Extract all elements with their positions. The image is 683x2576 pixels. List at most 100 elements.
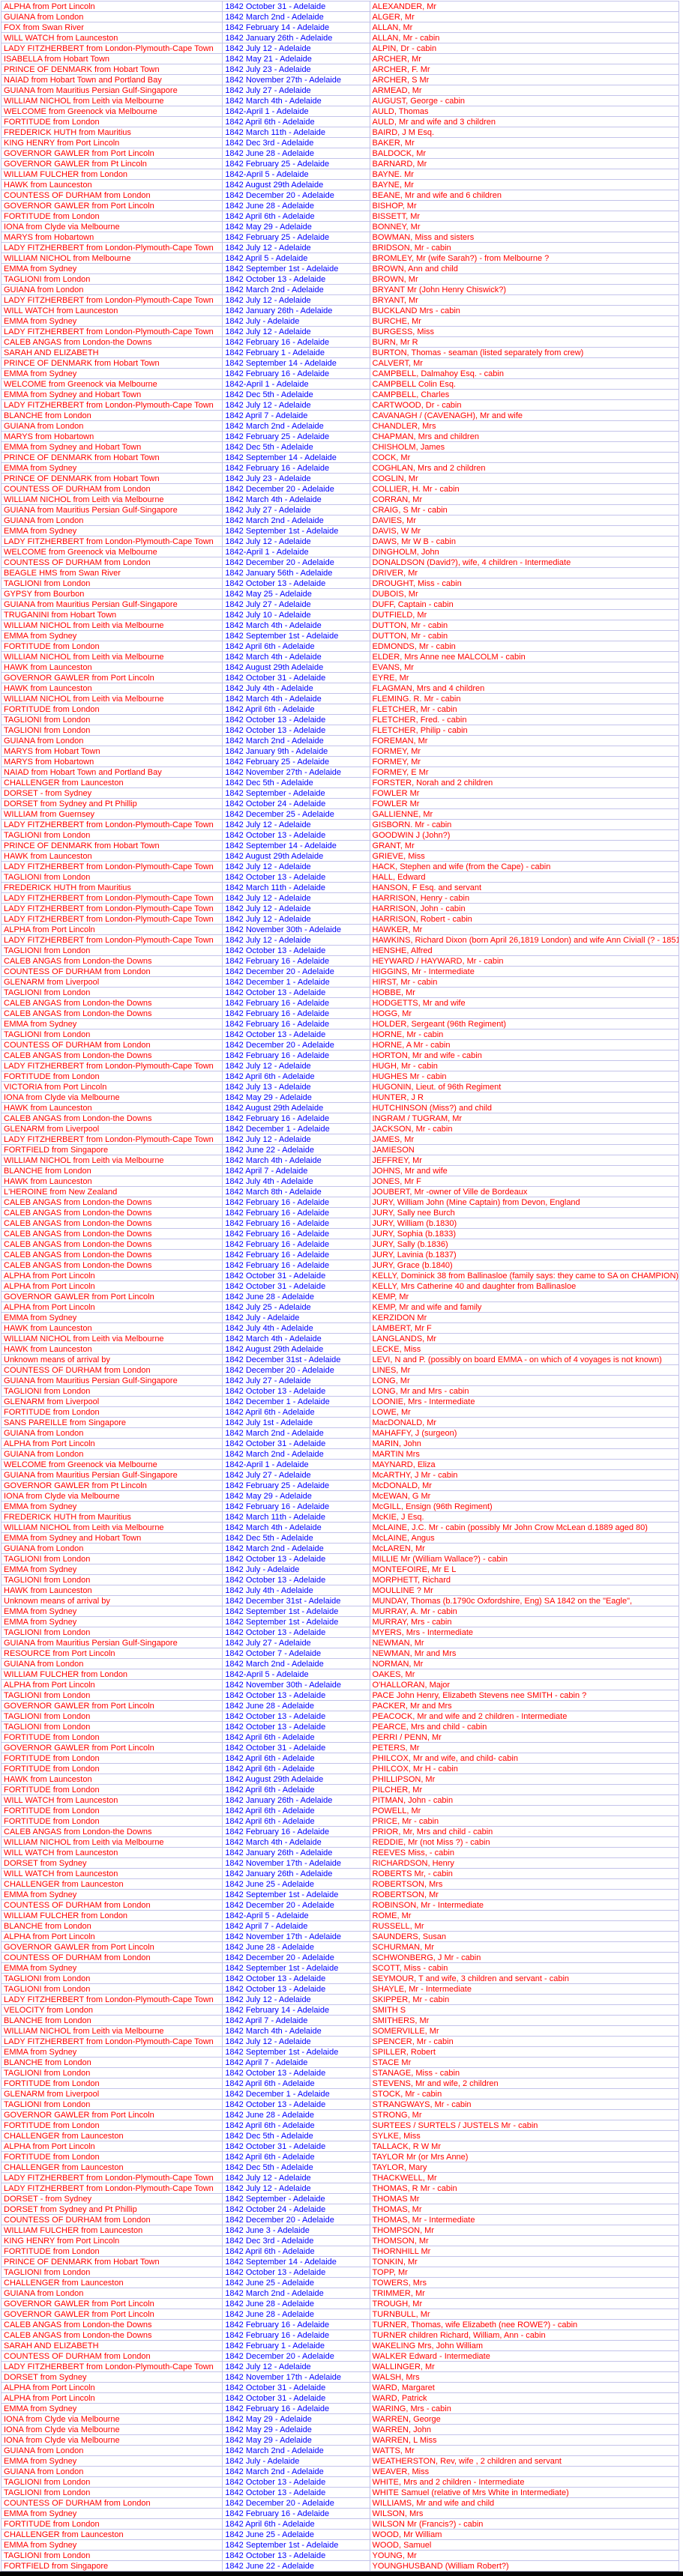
ship-origin-cell: MARYS from Hobartown [0, 431, 223, 442]
passenger-name-cell: JURY, Sally (b.1836) [369, 1239, 680, 1250]
passenger-name-cell: SMITHERS, Mr [369, 2015, 680, 2026]
passenger-name-cell: BAKER, Mr [369, 137, 680, 148]
passenger-name-cell: NORMAN, Mr [369, 1658, 680, 1669]
table-row: DORSET - from Sydney 1842 September - Ad… [0, 787, 680, 799]
table-row: WILL WATCH from Launceston 1842 January … [0, 1868, 680, 1879]
ship-origin-cell: GUIANA from London [0, 1543, 223, 1554]
arrival-date-cell: 1842 December 20 - Adelaide [222, 1364, 370, 1376]
ship-origin-cell: COUNTESS OF DURHAM from London [0, 966, 223, 977]
table-row: FORTITUDE from London 1842 April 6th - A… [0, 2120, 680, 2131]
table-row: DORSET from Sydney 1842 November 17th - … [0, 1857, 680, 1869]
arrival-date-cell: 1842 October 13 - Adelaide [222, 578, 370, 589]
table-row: CALEB ANGAS from London-the Downs 1842 F… [0, 1197, 680, 1208]
ship-origin-cell: WELCOME from Greenock via Melbourne [0, 106, 223, 117]
table-row: GUIANA from Mauritius Persian Gulf-Singa… [0, 1469, 680, 1481]
ship-origin-cell: WILLIAM FULCHER from London [0, 169, 223, 180]
passenger-name-cell: WALLINGER, Mr [369, 2361, 680, 2372]
arrival-date-cell: 1842 October 7 - Adelaide [222, 1648, 370, 1659]
table-row: WILLIAM FULCHER from London 1842-April 5… [0, 169, 680, 180]
ship-origin-cell: TAGLIONI from London [0, 871, 223, 883]
passenger-name-cell: SURTEES / SURTELS / JUSTELS Mr - cabin [369, 2120, 680, 2131]
arrival-date-cell: 1842 February 25 - Adelaide [222, 756, 370, 767]
table-row: HAWK from Launceston 1842 August 29th Ad… [0, 1343, 680, 1355]
ship-origin-cell: TAGLIONI from London [0, 1574, 223, 1585]
arrival-date-cell: 1842 October 13 - Adelaide [222, 1690, 370, 1701]
passenger-name-cell: PACKER, Mr and Mrs [369, 1700, 680, 1711]
passenger-name-cell: CHISHOLM, James [369, 441, 680, 453]
ship-origin-cell: CALEB ANGAS from London-the Downs [0, 1260, 223, 1271]
passenger-name-cell: BURN, Mr R [369, 336, 680, 348]
arrival-date-cell: 1842 April 6th - Adelaide [222, 1763, 370, 1774]
arrival-date-cell: 1842 November 17th - Adelaide [222, 1857, 370, 1869]
ship-origin-cell: EMMA from Sydney [0, 462, 223, 474]
table-row: DORSET from Sydney and Pt Phillip 1842 O… [0, 2204, 680, 2215]
arrival-date-cell: 1842 July 27 - Adelaide [222, 599, 370, 610]
table-row: TAGLIONI from London 1842 October 13 - A… [0, 2099, 680, 2110]
passenger-name-cell: BISSETT, Mr [369, 211, 680, 222]
ship-origin-cell: TAGLIONI from London [0, 1983, 223, 1995]
ship-origin-cell: FORTITUDE from London [0, 641, 223, 652]
table-row: FREDERICK HUTH from Mauritius 1842 March… [0, 1511, 680, 1523]
passenger-name-cell: FORMEY, E Mr [369, 767, 680, 778]
ship-origin-cell: CALEB ANGAS from London-the Downs [0, 997, 223, 1009]
ship-origin-cell: GUIANA from Mauritius Persian Gulf-Singa… [0, 1375, 223, 1386]
table-row: WILLIAM NICHOL from Leith via Melbourne … [0, 95, 680, 106]
passenger-name-cell: HUTCHINSON (Miss?) and child [369, 1102, 680, 1113]
ship-origin-cell: COUNTESS OF DURHAM from London [0, 1952, 223, 1963]
table-row: GOVERNOR GAWLER from Port Lincoln 1842 J… [0, 1700, 680, 1711]
arrival-date-cell: 1842 December 25 - Adelaide [222, 808, 370, 820]
ship-origin-cell: TAGLIONI from London [0, 578, 223, 589]
ship-origin-cell: RESOURCE from Port Lincoln [0, 1648, 223, 1659]
passenger-name-cell: ARMEAD, Mr [369, 85, 680, 96]
passenger-name-cell: HARRISON, Robert - cabin [369, 913, 680, 925]
ship-origin-cell: TAGLIONI from London [0, 1690, 223, 1701]
ship-origin-cell: FORTITUDE from London [0, 1753, 223, 1764]
table-row: CHALLENGER from Launceston 1842 Dec 5th … [0, 777, 680, 788]
passenger-name-cell: THORNHILL Mr [369, 2246, 680, 2257]
passenger-name-cell: STOCK, Mr - cabin [369, 2088, 680, 2099]
arrival-date-cell: 1842 Dec 3rd - Adelaide [222, 2235, 370, 2246]
passenger-name-cell: HUGHES Mr - cabin [369, 1071, 680, 1082]
ship-origin-cell: EMMA from Sydney and Hobart Town [0, 1532, 223, 1544]
arrival-date-cell: 1842 February 16 - Adelaide [222, 1218, 370, 1229]
ship-origin-cell: LADY FITZHERBERT from London-Plymouth-Ca… [0, 934, 223, 946]
arrival-date-cell: 1842 November 17th - Adelaide [222, 2371, 370, 2383]
arrival-date-cell: 1842 April 6th - Adelaide [222, 2246, 370, 2257]
passenger-name-cell: McGILL, Ensign (96th Regiment) [369, 1501, 680, 1512]
table-row: LADY FITZHERBERT from London-Plymouth-Ca… [0, 2361, 680, 2372]
passenger-name-cell: WATTS, Mr [369, 2445, 680, 2456]
ship-origin-cell: ISABELLA from Hobart Town [0, 53, 223, 64]
passenger-name-cell: JURY, William John (Mine Captain) from D… [369, 1197, 680, 1208]
arrival-date-cell: 1842 April 6th - Adelaide [222, 704, 370, 715]
passenger-name-cell: BRYANT Mr (John Henry Chiswick?) [369, 284, 680, 295]
passenger-name-cell: HUGH, Mr - cabin [369, 1060, 680, 1071]
ship-origin-cell: WILLIAM NICHOL from Leith via Melbourne [0, 693, 223, 704]
table-row: COUNTESS OF DURHAM from London 1842 Dece… [0, 1899, 680, 1911]
table-row: DORSET - from Sydney 1842 September - Ad… [0, 2193, 680, 2204]
table-row: TAGLIONI from London 1842 October 13 - A… [0, 2476, 680, 2488]
arrival-date-cell: 1842 December 20 - Adelaide [222, 483, 370, 495]
passenger-name-cell: SPILLER, Robert [369, 2046, 680, 2058]
table-row: EMMA from Sydney 1842 September 1st - Ad… [0, 1962, 680, 1974]
passenger-name-cell: HOBBE, Mr [369, 987, 680, 998]
passenger-name-cell: FOWLER Mr [369, 798, 680, 809]
ship-origin-cell: CALEB ANGAS from London-the Downs [0, 1239, 223, 1250]
arrival-date-cell: 1842 June 22 - Adelaide [222, 2560, 370, 2572]
ship-origin-cell: MARYS from Hobartown [0, 756, 223, 767]
ship-origin-cell: FORTITUDE from London [0, 1815, 223, 1827]
ship-origin-cell: WELCOME from Greenock via Melbourne [0, 546, 223, 557]
arrival-date-cell: 1842 February 16 - Adelaide [222, 2403, 370, 2414]
table-row: COUNTESS OF DURHAM from London 1842 Dece… [0, 2214, 680, 2225]
arrival-date-cell: 1842 June 28 - Adelaide [222, 1941, 370, 1953]
ship-origin-cell: GUIANA from Mauritius Persian Gulf-Singa… [0, 599, 223, 610]
arrival-date-cell: 1842 December 1 - Adelaide [222, 2088, 370, 2099]
ship-origin-cell: GOVERNOR GAWLER from Port Lincoln [0, 1291, 223, 1302]
arrival-date-cell: 1842 October 13 - Adelaide [222, 1983, 370, 1995]
ship-origin-cell: WILLIAM FULCHER from London [0, 1669, 223, 1680]
passenger-name-cell: CALVERT, Mr [369, 357, 680, 369]
table-row: ALPHA from Port Lincoln 1842 November 30… [0, 924, 680, 935]
arrival-date-cell: 1842 July 12 - Adelaide [222, 861, 370, 872]
arrival-date-cell: 1842 February 14 - Adelaide [222, 22, 370, 33]
arrival-date-cell: 1842 June 22 - Adelaide [222, 1144, 370, 1155]
ship-origin-cell: GUIANA from London [0, 1448, 223, 1460]
